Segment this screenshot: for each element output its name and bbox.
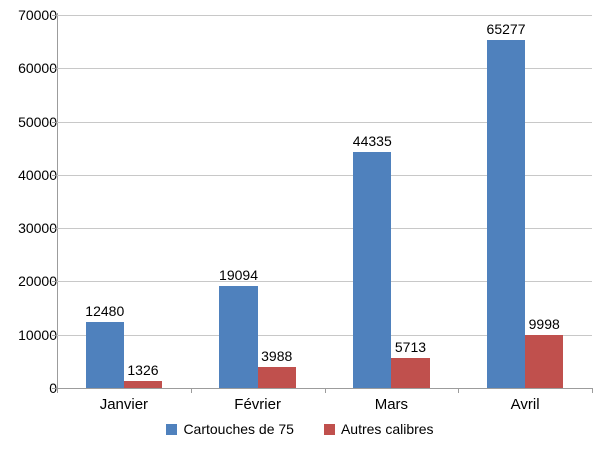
y-axis-tick-label: 10000 <box>18 326 57 343</box>
data-label: 65277 <box>486 21 526 38</box>
y-axis-tick-label: 50000 <box>18 113 57 130</box>
data-label: 19094 <box>219 267 258 284</box>
legend-label: Autres calibres <box>340 421 434 437</box>
data-label: 1326 <box>127 361 159 378</box>
data-label: 12480 <box>85 302 125 319</box>
bar-autres-calibres-janvier <box>123 380 163 388</box>
y-axis-tick-label: 40000 <box>18 166 57 183</box>
data-label: 5713 <box>394 338 427 355</box>
x-axis-tick-mark <box>190 389 192 393</box>
y-axis-tick-label: 30000 <box>18 220 57 237</box>
y-axis-tick-label: 20000 <box>18 273 57 290</box>
bar-autres-calibres-mars <box>391 357 430 388</box>
bar-autres-calibres-fevrier <box>257 366 296 388</box>
legend-item-autres-calibres: Autres calibres <box>323 421 434 437</box>
bar-cartouches-de-75-mars <box>353 151 392 388</box>
y-axis-tick-mark <box>52 174 57 176</box>
x-axis-category-label: Mars <box>374 396 409 413</box>
legend-swatch-icon <box>166 423 178 435</box>
plot-area: 12480 19094 44335 65277 1326 3988 5713 9998 <box>57 15 592 388</box>
bar-autres-calibres-avril <box>525 334 564 388</box>
data-label: 44335 <box>352 132 392 149</box>
y-axis-tick-mark <box>52 68 57 70</box>
x-axis-tick-mark <box>324 389 326 393</box>
x-axis-line <box>57 388 593 389</box>
legend-swatch-icon <box>323 423 335 435</box>
y-gridline <box>57 174 592 176</box>
x-axis-category-label: Avril <box>510 396 540 413</box>
y-gridline <box>57 281 592 283</box>
y-axis-tick-label: 70000 <box>18 7 57 23</box>
y-axis-tick-mark <box>52 121 57 123</box>
bar-cartouches-de-75-janvier <box>85 321 124 388</box>
y-axis-tick-mark <box>52 15 57 16</box>
y-axis-line <box>57 13 58 388</box>
x-axis-tick-mark <box>57 389 58 393</box>
y-gridline <box>57 15 592 16</box>
y-gridline <box>57 334 592 336</box>
y-gridline <box>57 228 592 230</box>
x-axis-category-label: Février <box>234 396 281 413</box>
y-axis-tick-mark <box>52 281 57 283</box>
legend-label: Cartouches de 75 <box>183 421 294 437</box>
y-gridline <box>57 68 592 70</box>
y-gridline <box>57 121 592 123</box>
bar-cartouches-de-75-fevrier <box>219 286 258 388</box>
data-label: 9998 <box>528 315 560 332</box>
x-axis-tick-mark <box>458 389 460 393</box>
y-axis-tick-mark <box>52 388 57 389</box>
x-axis-tick-mark <box>592 389 593 393</box>
data-label: 3988 <box>261 347 293 364</box>
y-axis-tick-label: 60000 <box>18 60 57 77</box>
bar-cartouches-de-75-avril <box>486 40 526 388</box>
legend-item-cartouches-de-75: Cartouches de 75 <box>166 421 294 437</box>
x-axis-category-label: Janvier <box>99 396 149 413</box>
y-axis-tick-mark <box>52 334 57 336</box>
legend: Cartouches de 75 Autres calibres <box>0 421 600 437</box>
y-axis-tick-mark <box>52 228 57 230</box>
